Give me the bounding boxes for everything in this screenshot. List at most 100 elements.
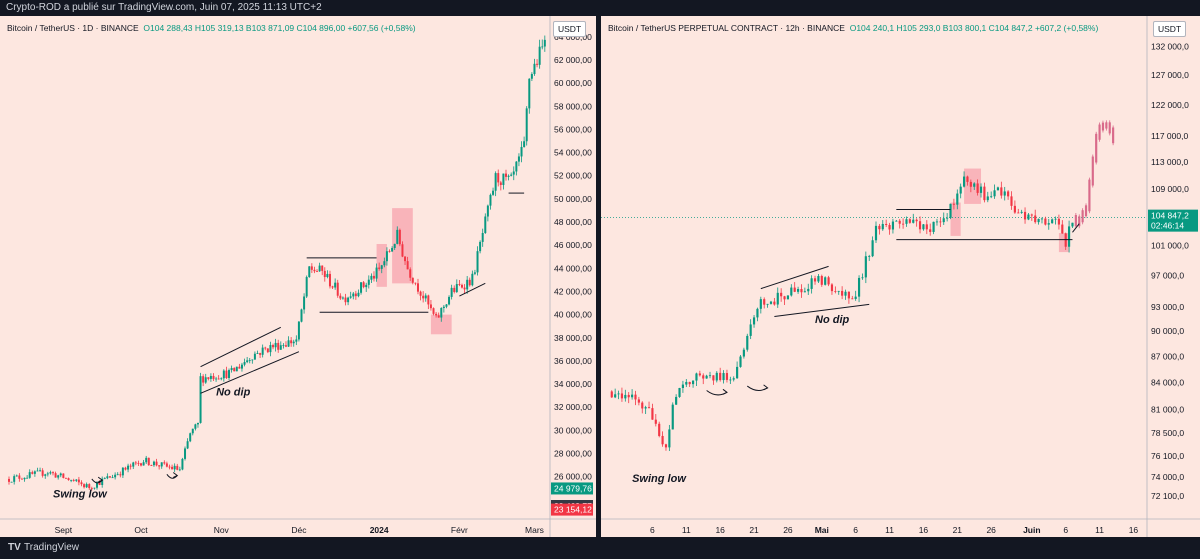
candle xyxy=(759,299,762,309)
trendline xyxy=(200,351,300,394)
y-tick-label: 54 000,00 xyxy=(554,148,592,158)
candle xyxy=(820,276,823,285)
candle xyxy=(282,345,285,347)
candle xyxy=(67,478,70,481)
y-tick-label: 81 000,0 xyxy=(1151,405,1184,415)
candle xyxy=(163,462,166,464)
candle xyxy=(251,359,254,361)
forecast-candle xyxy=(1112,127,1115,144)
candle xyxy=(949,203,952,218)
candle xyxy=(207,377,210,379)
y-tick-label: 101 000,0 xyxy=(1151,240,1189,250)
trendline xyxy=(459,282,486,297)
tradingview-brand[interactable]: TradingView xyxy=(24,542,80,553)
candle xyxy=(719,372,722,381)
candle xyxy=(538,46,541,65)
candle xyxy=(186,441,189,449)
candle xyxy=(678,387,681,397)
candle xyxy=(520,146,523,157)
candle xyxy=(471,273,474,286)
candle xyxy=(171,466,174,470)
candle xyxy=(103,478,106,480)
candle xyxy=(620,393,624,399)
x-tick-label: 6 xyxy=(1063,525,1068,535)
candle xyxy=(708,375,712,377)
candle xyxy=(75,479,78,481)
candle xyxy=(824,277,827,285)
candle xyxy=(484,216,487,234)
candle xyxy=(617,393,620,395)
candle xyxy=(253,353,256,360)
candlestick-chart-1d[interactable]: 26 000,00 28 000,00 30 000,00 32 000,00 34 0… xyxy=(0,16,596,537)
candle xyxy=(378,267,381,269)
candle xyxy=(297,321,300,340)
x-tick-label: 11 xyxy=(885,525,894,535)
candle xyxy=(797,289,800,292)
candle xyxy=(776,292,779,305)
candle xyxy=(137,462,140,464)
candle xyxy=(362,282,365,288)
candle xyxy=(885,223,888,225)
y-tick-label: 84 000,0 xyxy=(1151,378,1184,388)
currency-button-1d[interactable]: USDT xyxy=(553,21,587,37)
candle xyxy=(681,384,684,388)
candle xyxy=(510,174,513,176)
candle xyxy=(749,324,752,336)
currency-button-12h[interactable]: USDT xyxy=(1153,21,1187,37)
chart-panel-btc-1d[interactable]: 26 000,00 28 000,00 30 000,00 32 000,00 34 0… xyxy=(0,16,596,537)
candle xyxy=(695,373,698,381)
candle xyxy=(712,375,715,381)
candle xyxy=(918,221,922,230)
y-tick-label: 62 000,00 xyxy=(554,55,592,65)
candle xyxy=(339,295,342,299)
candle xyxy=(404,256,407,262)
candle xyxy=(398,229,401,245)
bar-countdown: 02:46:14 xyxy=(1151,221,1184,231)
candle xyxy=(453,287,456,292)
candle xyxy=(370,275,373,280)
trendline xyxy=(200,326,282,368)
tradingview-logo-icon[interactable]: TV xyxy=(8,542,21,553)
candle xyxy=(248,360,251,361)
candle xyxy=(424,295,427,299)
candle xyxy=(119,474,122,476)
forecast-candle xyxy=(1081,210,1084,223)
candle xyxy=(409,269,412,278)
candle xyxy=(813,278,817,282)
candle xyxy=(427,295,430,305)
arrow-head xyxy=(722,388,728,395)
y-tick-label: 44 000,00 xyxy=(554,263,592,273)
candle xyxy=(504,173,507,177)
candle xyxy=(868,256,871,257)
candle xyxy=(158,465,161,467)
candle xyxy=(685,381,688,385)
candle xyxy=(979,186,983,193)
x-tick-label: 6 xyxy=(650,525,655,535)
candle xyxy=(150,465,153,466)
candle xyxy=(1047,223,1050,225)
candle xyxy=(756,308,759,318)
candle xyxy=(442,306,445,309)
candle xyxy=(523,141,526,147)
candle xyxy=(72,479,75,481)
candle xyxy=(915,219,918,222)
candlestick-chart-12h[interactable]: 72 100,0 74 000,0 76 100,0 78 500,0 81 000,0… xyxy=(601,16,1200,537)
candle xyxy=(124,467,127,470)
candle xyxy=(668,429,671,448)
candle xyxy=(70,479,73,481)
candle xyxy=(631,394,634,398)
candle xyxy=(106,476,109,479)
candle xyxy=(321,265,324,271)
forecast-candle xyxy=(1105,122,1108,129)
candle xyxy=(1027,214,1030,220)
candle xyxy=(912,219,915,223)
candle xyxy=(736,366,739,379)
candle xyxy=(902,223,905,225)
candle xyxy=(1003,191,1006,196)
forecast-candle xyxy=(1091,156,1094,186)
candle xyxy=(1020,211,1023,213)
chart-panel-btc-12h[interactable]: 72 100,0 74 000,0 76 100,0 78 500,0 81 000,0… xyxy=(601,16,1200,537)
candle xyxy=(178,469,181,471)
candle xyxy=(217,378,220,380)
candle xyxy=(168,466,171,468)
